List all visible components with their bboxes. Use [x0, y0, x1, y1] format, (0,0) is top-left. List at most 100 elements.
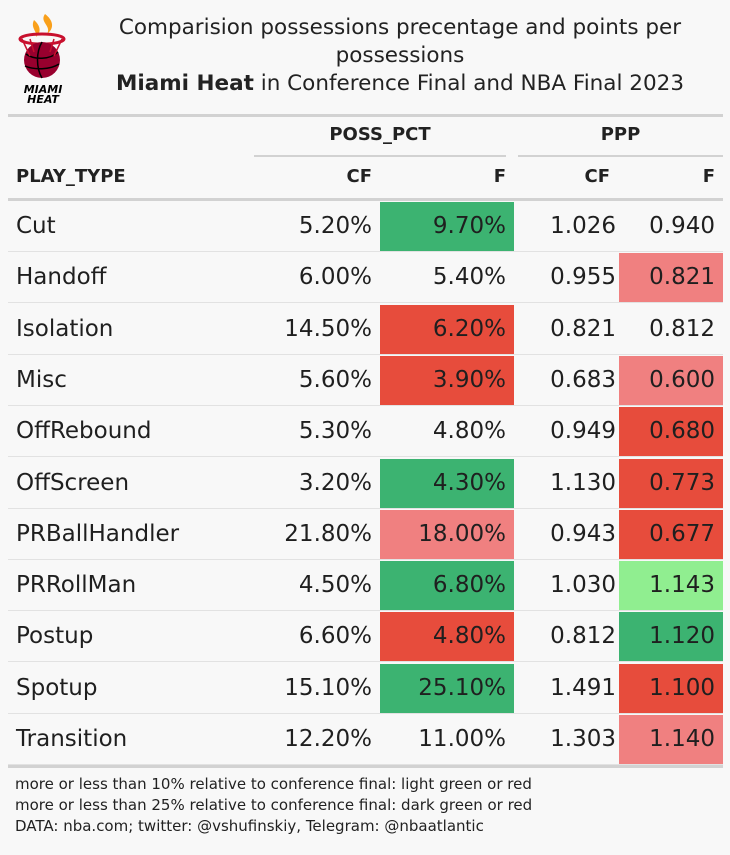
poss-cf-cell: 12.20%: [284, 726, 372, 752]
footnote-dark-threshold: more or less than 25% relative to confer…: [15, 796, 533, 814]
table-row: OffRebound 5.30% 4.80% 0.949 0.680: [8, 406, 723, 458]
column-header-ppp-cf: CF: [584, 166, 610, 187]
ppp-f-cell: 0.812: [649, 315, 715, 342]
row-separator: [8, 558, 723, 560]
ppp-cf-cell: 0.821: [550, 315, 616, 342]
poss-cf-cell: 5.20%: [298, 213, 372, 239]
table-row: Transition 12.20% 11.00% 1.303 1.140: [8, 714, 723, 765]
poss-f-cell: 3.90%: [380, 355, 514, 405]
poss-f-cell: 4.80%: [432, 418, 506, 445]
poss-cf-cell: 6.60%: [298, 623, 372, 650]
play-type-cell: Transition: [16, 726, 128, 752]
column-header-poss-cf: CF: [346, 166, 372, 187]
poss-f-cell: 9.70%: [380, 202, 514, 251]
footnotes: more or less than 10% relative to confer…: [15, 774, 715, 837]
poss-f-cell: 25.10%: [380, 663, 514, 713]
play-type-cell: OffRebound: [16, 418, 152, 445]
title-line2-rest: in Conference Final and NBA Final 2023: [253, 71, 684, 96]
title-line1: Comparision possessions precentage and p…: [118, 15, 682, 68]
title-line2: Miami Heat in Conference Final and NBA F…: [76, 70, 724, 98]
column-group-ppp: PPP: [600, 124, 641, 145]
row-separator: [8, 507, 723, 509]
row-separator: [8, 251, 723, 252]
poss-cf-cell: 3.20%: [298, 469, 372, 496]
poss-f-cell: 4.80%: [380, 612, 514, 662]
play-type-cell: Postup: [16, 623, 94, 650]
column-group-ppp-underline: [518, 155, 723, 157]
table-row: Isolation 14.50% 6.20% 0.821 0.812: [8, 304, 723, 355]
play-type-cell: PRRollMan: [16, 572, 137, 599]
ppp-cf-cell: 1.303: [550, 726, 616, 752]
ppp-cf-cell: 1.026: [550, 213, 616, 239]
poss-cf-cell: 15.10%: [284, 674, 372, 701]
ppp-f-cell: 0.821: [619, 253, 723, 303]
ppp-cf-cell: 0.812: [550, 623, 616, 650]
row-separator: [8, 302, 723, 304]
row-separator: [8, 661, 723, 663]
poss-f-cell: 18.00%: [380, 509, 514, 559]
poss-cf-cell: 6.00%: [298, 264, 372, 291]
column-group-poss-pct-underline: [254, 155, 506, 157]
table-row: PRRollMan 4.50% 6.80% 1.030 1.143: [8, 560, 723, 612]
table-top-rule: [8, 114, 723, 117]
table-row: Cut 5.20% 9.70% 1.026 0.940: [8, 201, 723, 252]
table-header-rule: [8, 198, 723, 201]
poss-cf-cell: 5.30%: [298, 418, 372, 445]
poss-cf-cell: 5.60%: [298, 366, 372, 393]
poss-f-cell: 6.20%: [380, 304, 514, 354]
chart-title: Comparision possessions precentage and p…: [76, 14, 724, 98]
logo-text-line2: HEAT: [27, 93, 60, 104]
row-separator: [8, 353, 723, 355]
ppp-f-cell: 0.600: [619, 355, 723, 405]
poss-cf-cell: 4.50%: [298, 572, 372, 599]
play-type-cell: Handoff: [16, 264, 107, 291]
poss-cf-cell: 21.80%: [284, 520, 372, 547]
ppp-f-cell: 0.940: [649, 213, 715, 239]
table-row: Postup 6.60% 4.80% 0.812 1.120: [8, 611, 723, 663]
table-bottom-rule: [8, 765, 723, 768]
footnote-light-threshold: more or less than 10% relative to confer…: [15, 775, 532, 793]
play-type-cell: PRBallHandler: [16, 520, 180, 547]
footnote-data-source: DATA: nba.com; twitter: @vshufinskiy, Te…: [15, 817, 484, 835]
row-separator: [8, 456, 723, 458]
poss-f-cell: 4.30%: [380, 458, 514, 508]
ppp-cf-cell: 0.949: [550, 418, 616, 445]
table-row: PRBallHandler 21.80% 18.00% 0.943 0.677: [8, 509, 723, 560]
row-separator: [8, 764, 723, 765]
ppp-cf-cell: 1.130: [550, 469, 616, 496]
ppp-f-cell: 0.677: [619, 509, 723, 559]
ppp-cf-cell: 0.683: [550, 366, 616, 393]
row-separator: [8, 404, 723, 406]
play-type-cell: Misc: [16, 366, 67, 393]
ppp-f-cell: 0.773: [619, 458, 723, 508]
table-row: Spotup 15.10% 25.10% 1.491 1.100: [8, 663, 723, 714]
poss-f-cell: 6.80%: [380, 561, 514, 611]
logo-text-line1: MIAMI: [24, 83, 63, 96]
play-type-cell: Isolation: [16, 315, 114, 342]
ppp-cf-cell: 0.955: [550, 264, 616, 291]
poss-f-cell: 11.00%: [418, 726, 506, 752]
poss-cf-cell: 14.50%: [284, 315, 372, 342]
poss-f-cell: 5.40%: [432, 264, 506, 291]
play-type-cell: Cut: [16, 213, 56, 239]
column-header-ppp-f: F: [702, 166, 715, 187]
table-row: Misc 5.60% 3.90% 0.683 0.600: [8, 355, 723, 406]
miami-heat-logo-icon: MIAMI HEAT: [18, 14, 66, 104]
play-type-cell: Spotup: [16, 674, 98, 701]
table-row: OffScreen 3.20% 4.30% 1.130 0.773: [8, 458, 723, 509]
column-header-poss-f: F: [493, 166, 506, 187]
ppp-f-cell: 1.100: [619, 663, 723, 713]
ppp-f-cell: 1.143: [619, 561, 723, 611]
ppp-f-cell: 1.140: [619, 715, 723, 764]
ppp-f-cell: 1.120: [619, 612, 723, 662]
ppp-cf-cell: 1.030: [550, 572, 616, 599]
ppp-cf-cell: 0.943: [550, 520, 616, 547]
ppp-f-cell: 0.680: [619, 407, 723, 457]
row-separator: [8, 712, 723, 714]
header: MIAMI HEAT Comparision possessions prece…: [0, 0, 730, 112]
row-separator: [8, 610, 723, 612]
title-team: Miami Heat: [115, 71, 254, 96]
table-row: Handoff 6.00% 5.40% 0.955 0.821: [8, 252, 723, 304]
ppp-cf-cell: 1.491: [550, 674, 616, 701]
